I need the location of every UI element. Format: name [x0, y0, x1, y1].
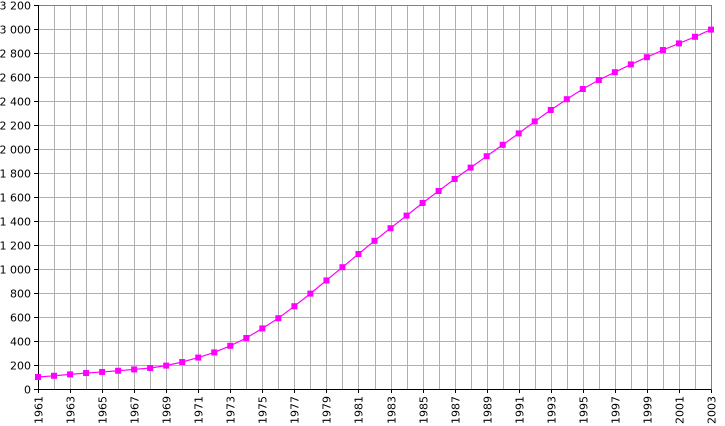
data-point [499, 141, 506, 148]
series [35, 26, 714, 380]
data-point [531, 118, 538, 125]
data-point [451, 176, 458, 182]
y-tick-label: 2 400 [0, 96, 31, 109]
y-tick-label: 2 000 [0, 144, 31, 157]
x-tick-label: 1979 [321, 396, 334, 424]
axes [34, 5, 712, 393]
data-point [131, 366, 138, 373]
y-axis-tick-labels: 0 200 400 600 800 1 000 1 200 1 400 1 600 1 800 2 … [0, 0, 31, 397]
y-tick-label: 600 [10, 312, 31, 325]
x-tick-label: 1995 [578, 396, 591, 424]
x-tick-label: 1997 [610, 396, 623, 424]
x-tick-label: 1987 [450, 396, 463, 424]
data-point [147, 365, 154, 371]
data-point [51, 372, 58, 379]
data-point [99, 368, 106, 375]
y-tick-label: 1 600 [0, 192, 31, 205]
x-axis-tick-labels: 1961 1963 1965 1967 1969 1971 1973 1975 1977 1979… [33, 396, 719, 424]
y-tick-label: 400 [10, 336, 31, 349]
x-tick-label: 2001 [674, 396, 687, 424]
data-point [67, 371, 74, 378]
data-point [595, 77, 602, 83]
data-point [611, 69, 618, 76]
data-point [515, 130, 522, 137]
y-tick-label: 1 800 [0, 168, 31, 181]
data-point [35, 374, 41, 380]
data-point [483, 153, 490, 160]
data-point [339, 264, 346, 271]
y-tick-label: 3 200 [0, 0, 31, 13]
y-tick-label: 1 400 [0, 216, 31, 229]
data-point [355, 251, 362, 257]
x-tick-label: 1971 [193, 396, 206, 424]
data-point [83, 370, 90, 377]
data-point [243, 335, 250, 341]
x-tick-label: 1999 [642, 396, 655, 424]
y-tick-label: 2 200 [0, 120, 31, 133]
x-tick-label: 2003 [706, 396, 719, 424]
y-tick-label: 3 000 [0, 24, 31, 37]
x-tick-label: 1965 [97, 396, 110, 424]
x-tick-label: 1969 [161, 396, 174, 424]
data-point [659, 47, 666, 53]
data-point [307, 290, 314, 297]
data-point [403, 212, 410, 219]
y-tick-label: 0 [24, 384, 31, 397]
data-point [691, 33, 698, 40]
data-point [291, 303, 298, 310]
data-point [323, 277, 330, 284]
x-tick-label: 1967 [129, 396, 142, 424]
data-point [563, 96, 570, 103]
x-tick-label: 1985 [418, 396, 431, 424]
x-tick-label: 1975 [257, 396, 270, 424]
data-point [547, 107, 554, 113]
data-point [115, 367, 122, 374]
data-point [627, 61, 634, 68]
data-point [195, 354, 202, 361]
data-point [435, 188, 442, 194]
x-tick-label: 1973 [225, 396, 238, 424]
x-tick-label: 1961 [33, 396, 46, 424]
data-point [259, 325, 266, 332]
y-tick-label: 2 800 [0, 48, 31, 61]
y-tick-label: 1 000 [0, 264, 31, 277]
data-point [387, 225, 394, 232]
y-tick-label: 2 600 [0, 72, 31, 85]
x-tick-label: 1981 [353, 396, 366, 424]
x-tick-label: 1989 [482, 396, 495, 424]
data-point [371, 237, 378, 244]
x-tick-label: 1991 [514, 396, 527, 424]
y-tick-label: 800 [10, 288, 31, 301]
y-tick-label: 200 [10, 360, 31, 373]
x-tick-label: 1983 [386, 396, 399, 424]
data-point [643, 54, 650, 61]
y-tick-label: 1 200 [0, 240, 31, 253]
data-point [163, 362, 170, 369]
data-point [419, 200, 426, 206]
grid [38, 5, 712, 390]
data-point [579, 86, 586, 92]
x-tick-label: 1963 [65, 396, 78, 424]
data-point [675, 40, 682, 47]
data-point [467, 164, 474, 171]
data-point [227, 342, 234, 349]
data-point [211, 349, 218, 356]
data-point [275, 315, 282, 322]
data-point [179, 359, 186, 365]
data-point [708, 26, 714, 33]
x-tick-label: 1977 [289, 396, 302, 424]
x-tick-label: 1993 [546, 396, 559, 424]
